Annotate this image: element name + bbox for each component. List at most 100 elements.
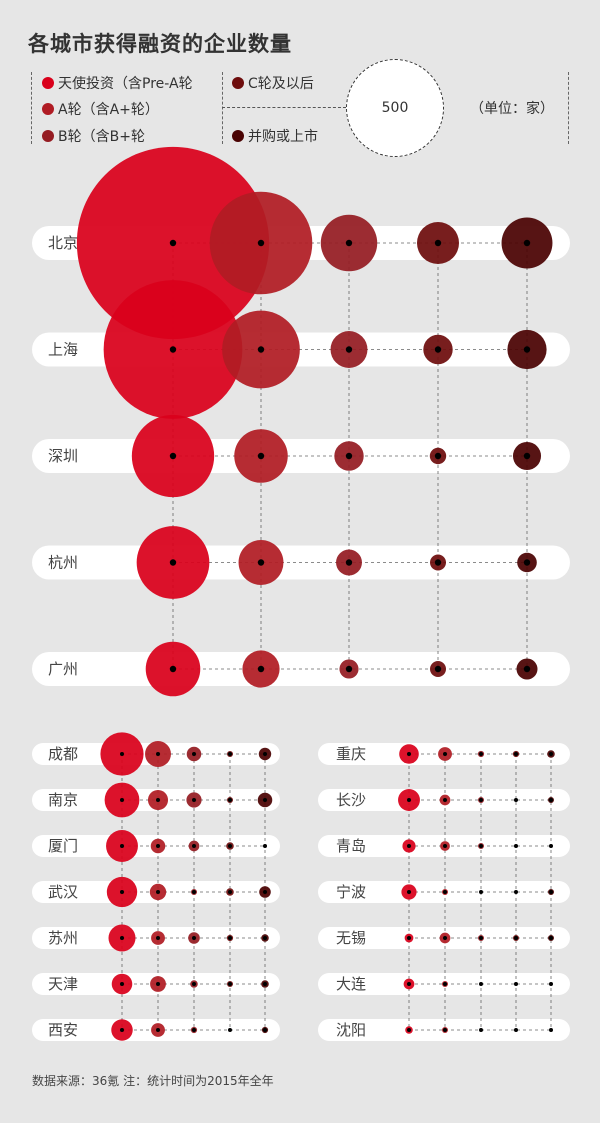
legend-dot xyxy=(232,130,244,142)
source-note: 数据来源：36氪 注：统计时间为2015年全年 xyxy=(32,1074,274,1088)
city-label: 武汉 xyxy=(48,883,78,901)
city-label: 重庆 xyxy=(336,745,366,763)
bubble-center-dot xyxy=(514,844,518,848)
bubble-center-dot xyxy=(443,982,447,986)
bubble-center-dot xyxy=(156,752,160,756)
legend-label: 天使投资（含Pre-A轮 xyxy=(58,76,193,92)
bubble-center-dot xyxy=(169,665,177,673)
bubble-center-dot xyxy=(443,844,447,848)
bubble-center-dot xyxy=(156,798,160,802)
bubble-center-dot xyxy=(257,665,265,673)
bubble-center-dot xyxy=(263,752,267,756)
bubble-center-dot xyxy=(549,752,553,756)
city-label: 苏州 xyxy=(48,929,78,947)
city-label: 上海 xyxy=(48,341,78,359)
bubble-center-dot xyxy=(479,890,483,894)
bubble-center-dot xyxy=(228,752,232,756)
bubble-center-dot xyxy=(407,798,411,802)
bubble-center-dot xyxy=(156,982,160,986)
bubble-center-dot xyxy=(407,936,411,940)
bubble-center-dot xyxy=(514,982,518,986)
bubble-center-dot xyxy=(443,798,447,802)
bubble-center-dot xyxy=(434,239,442,247)
city-label: 天津 xyxy=(48,975,78,993)
legend: 天使投资（含Pre-A轮 A轮（含A+轮） B轮（含B+轮 C轮及以后 并购或上… xyxy=(0,0,600,160)
bubble-center-dot xyxy=(434,559,442,566)
city-label: 沈阳 xyxy=(336,1021,366,1039)
bubble-center-dot xyxy=(434,346,442,353)
bubble-center-dot xyxy=(523,239,531,247)
city-label: 厦门 xyxy=(48,837,78,855)
bubble-center-dot xyxy=(257,559,265,566)
bubble-center-dot xyxy=(120,798,124,802)
city-label: 西安 xyxy=(48,1021,78,1039)
legend-divider xyxy=(568,72,569,144)
legend-item-angel: 天使投资（含Pre-A轮 xyxy=(42,73,193,93)
legend-dot xyxy=(42,77,54,89)
bubble-center-dot xyxy=(192,982,196,986)
bubble-center-dot xyxy=(479,982,483,986)
city-label: 杭州 xyxy=(48,554,78,572)
bubble-center-dot xyxy=(514,798,518,802)
bubble-center-dot xyxy=(120,1028,124,1032)
bubbles xyxy=(76,146,555,1041)
bubble-center-dot xyxy=(443,936,447,940)
bubble-center-dot xyxy=(523,452,531,460)
bubble-center-dot xyxy=(192,936,196,940)
bubble-center-dot xyxy=(257,239,265,247)
legend-label: A轮（含A+轮） xyxy=(58,102,159,118)
legend-divider xyxy=(31,72,32,144)
bubble-center-dot xyxy=(407,844,411,848)
unit-label: （单位：家） xyxy=(470,101,554,117)
bubble-center-dot xyxy=(192,1028,196,1032)
bubble-center-dot xyxy=(479,752,483,756)
chart-title: 各城市获得融资的企业数量 xyxy=(28,32,292,56)
bubble-center-dot xyxy=(407,752,411,756)
bubble-center-dot xyxy=(120,936,124,940)
bubble-center-dot xyxy=(549,798,553,802)
bubble-center-dot xyxy=(549,1028,553,1032)
reference-bubble-value: 500 xyxy=(381,100,409,116)
bubble-center-dot xyxy=(156,890,160,894)
bubble-center-dot xyxy=(479,1028,483,1032)
legend-label: C轮及以后 xyxy=(248,76,314,92)
bubble-center-dot xyxy=(549,890,553,894)
bubble-center-dot xyxy=(263,936,267,940)
bubble-center-dot xyxy=(156,1028,160,1032)
bubble-center-dot xyxy=(228,936,232,940)
bubble-center-dot xyxy=(514,890,518,894)
bubble-center-dot xyxy=(192,798,196,802)
legend-item-round-a: A轮（含A+轮） xyxy=(42,99,159,119)
reference-leader-line xyxy=(222,107,346,108)
bubble-center-dot xyxy=(514,1028,518,1032)
bubble-center-dot xyxy=(407,1028,411,1032)
bubble-center-dot xyxy=(514,752,518,756)
bubble-center-dot xyxy=(156,844,160,848)
city-label: 无锡 xyxy=(336,929,366,947)
bubble-center-dot xyxy=(192,752,196,756)
legend-label: B轮（含B+轮 xyxy=(58,129,145,145)
bubble-center-dot xyxy=(523,665,531,673)
legend-dot xyxy=(232,77,244,89)
bubble-center-dot xyxy=(169,239,177,247)
bubble-center-dot xyxy=(156,936,160,940)
bubble-center-dot xyxy=(257,346,265,353)
bubble-center-dot xyxy=(523,346,531,353)
bubble-center-dot xyxy=(257,452,265,460)
bubble-center-dot xyxy=(549,844,553,848)
bubble-center-dot xyxy=(345,559,353,566)
bubble-center-dot xyxy=(192,844,196,848)
city-label: 成都 xyxy=(48,745,78,763)
bubble-center-dot xyxy=(263,890,267,894)
bubble-center-dot xyxy=(228,1028,232,1032)
bubble-center-dot xyxy=(228,982,232,986)
bubble-center-dot xyxy=(228,890,232,894)
bubble-center-dot xyxy=(263,844,267,848)
bubble-center-dot xyxy=(479,844,483,848)
bubble-center-dot xyxy=(434,452,442,460)
bubble-center-dot xyxy=(120,982,124,986)
bubble-center-dot xyxy=(263,798,267,802)
city-label: 深圳 xyxy=(48,447,78,465)
